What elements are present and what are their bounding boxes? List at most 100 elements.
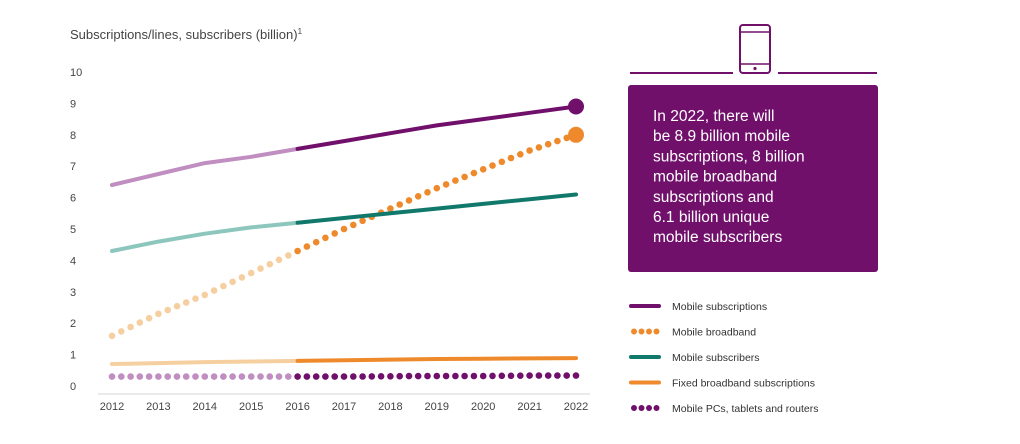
legend: Mobile subscriptions Mobile broadband Mobi…	[629, 301, 819, 415]
series-dot	[108, 373, 116, 380]
y-tick-label: 8	[70, 130, 76, 142]
series-dot	[387, 205, 394, 212]
series-dot	[201, 291, 209, 299]
series-dot	[164, 373, 171, 380]
series-dot	[229, 373, 236, 380]
x-tick-label: 2017	[332, 401, 356, 413]
series-dot	[155, 310, 162, 318]
series-end-marker	[568, 126, 584, 143]
legend-item: Mobile broadband	[631, 327, 756, 339]
series-dot	[127, 323, 134, 331]
series-dot	[220, 282, 227, 290]
callout-line: mobile broadband	[653, 169, 777, 186]
series-dot	[479, 372, 487, 380]
series-dot	[247, 269, 255, 277]
series-dot	[554, 372, 561, 379]
legend-item: Mobile subscribers	[629, 352, 760, 364]
series-dot	[201, 373, 209, 380]
x-tick-label: 2016	[285, 401, 309, 413]
series-dot	[563, 372, 570, 379]
series-dot	[572, 372, 580, 379]
y-tick-label: 5	[70, 224, 76, 236]
series-dot	[544, 372, 552, 379]
series-dot	[424, 189, 431, 196]
callout-box: In 2022, there will be 8.9 billion mobile…	[628, 85, 878, 272]
x-tick-label: 2013	[146, 401, 170, 413]
series-dot	[507, 154, 515, 162]
series-line-history	[110, 146, 300, 187]
series-line-history	[110, 220, 300, 253]
series-dot	[164, 306, 171, 314]
series-dot	[535, 372, 543, 379]
x-tick-label: 2012	[100, 401, 124, 413]
series-dot	[266, 260, 274, 268]
series-dot	[414, 193, 422, 200]
series-dot	[127, 373, 134, 380]
series-dot	[350, 373, 357, 380]
series-dot	[182, 373, 190, 380]
series-dot	[350, 221, 357, 229]
series-dot	[145, 373, 153, 380]
series-dot	[294, 373, 301, 380]
series-dot	[173, 302, 181, 310]
series-dot	[303, 373, 311, 380]
series-dot	[136, 373, 144, 380]
series-dot	[544, 140, 552, 148]
y-tick-label: 6	[70, 193, 76, 205]
series-dot	[247, 373, 255, 380]
legend-label: Mobile broadband	[672, 327, 756, 339]
series-dot	[312, 373, 320, 380]
series-dot	[182, 299, 190, 306]
y-tick-label: 10	[70, 67, 82, 79]
series-dot	[405, 197, 413, 204]
legend-swatch	[646, 405, 652, 411]
series-dot	[414, 372, 422, 380]
legend-item: Mobile PCs, tablets and routers	[631, 403, 819, 415]
legend-item: Mobile subscriptions	[629, 301, 767, 313]
phone-divider	[630, 24, 877, 74]
series-dot	[498, 158, 506, 166]
series-dot	[275, 256, 283, 264]
series-dot	[331, 230, 339, 237]
callout-line: subscriptions and	[653, 189, 774, 206]
series-dot	[294, 247, 301, 255]
callout-line: be 8.9 billion mobile	[653, 128, 790, 145]
series-dot	[257, 265, 264, 272]
series-dot	[340, 225, 348, 233]
legend-swatch	[653, 405, 660, 411]
series-line-forecast	[295, 192, 578, 225]
series-2	[110, 192, 578, 253]
legend-swatch	[646, 328, 652, 335]
series-3	[110, 356, 578, 366]
series-dot	[396, 201, 404, 208]
y-tick-label: 0	[70, 381, 76, 393]
y-axis: 0 1 2 3 4 5 6 7 8 9 10	[70, 67, 82, 393]
y-tick-label: 4	[70, 255, 76, 267]
series-dot	[118, 328, 125, 335]
plot-series	[108, 98, 584, 380]
legend-swatch	[638, 328, 645, 335]
series-dot	[489, 372, 496, 380]
series-dot	[387, 373, 394, 380]
legend-item: Fixed broadband subscriptions	[629, 378, 815, 390]
callout-background	[628, 85, 878, 272]
series-dot	[424, 372, 431, 380]
series-dot	[526, 147, 533, 154]
series-dot	[173, 373, 181, 380]
series-0	[110, 98, 584, 187]
callout-line: In 2022, there will	[653, 108, 775, 125]
callout-line: mobile subscribers	[653, 229, 782, 246]
x-tick-label: 2021	[517, 401, 541, 413]
series-dot	[442, 372, 450, 380]
series-dot	[257, 373, 264, 380]
series-dot	[526, 372, 533, 379]
series-dot	[377, 373, 385, 380]
series-dot	[517, 151, 524, 158]
series-dot	[498, 372, 506, 380]
series-dot	[433, 372, 441, 380]
y-tick-label: 2	[70, 318, 76, 330]
chart-title-superscript: 1	[298, 27, 303, 36]
series-dot	[312, 238, 320, 246]
series-line-history	[110, 358, 300, 366]
